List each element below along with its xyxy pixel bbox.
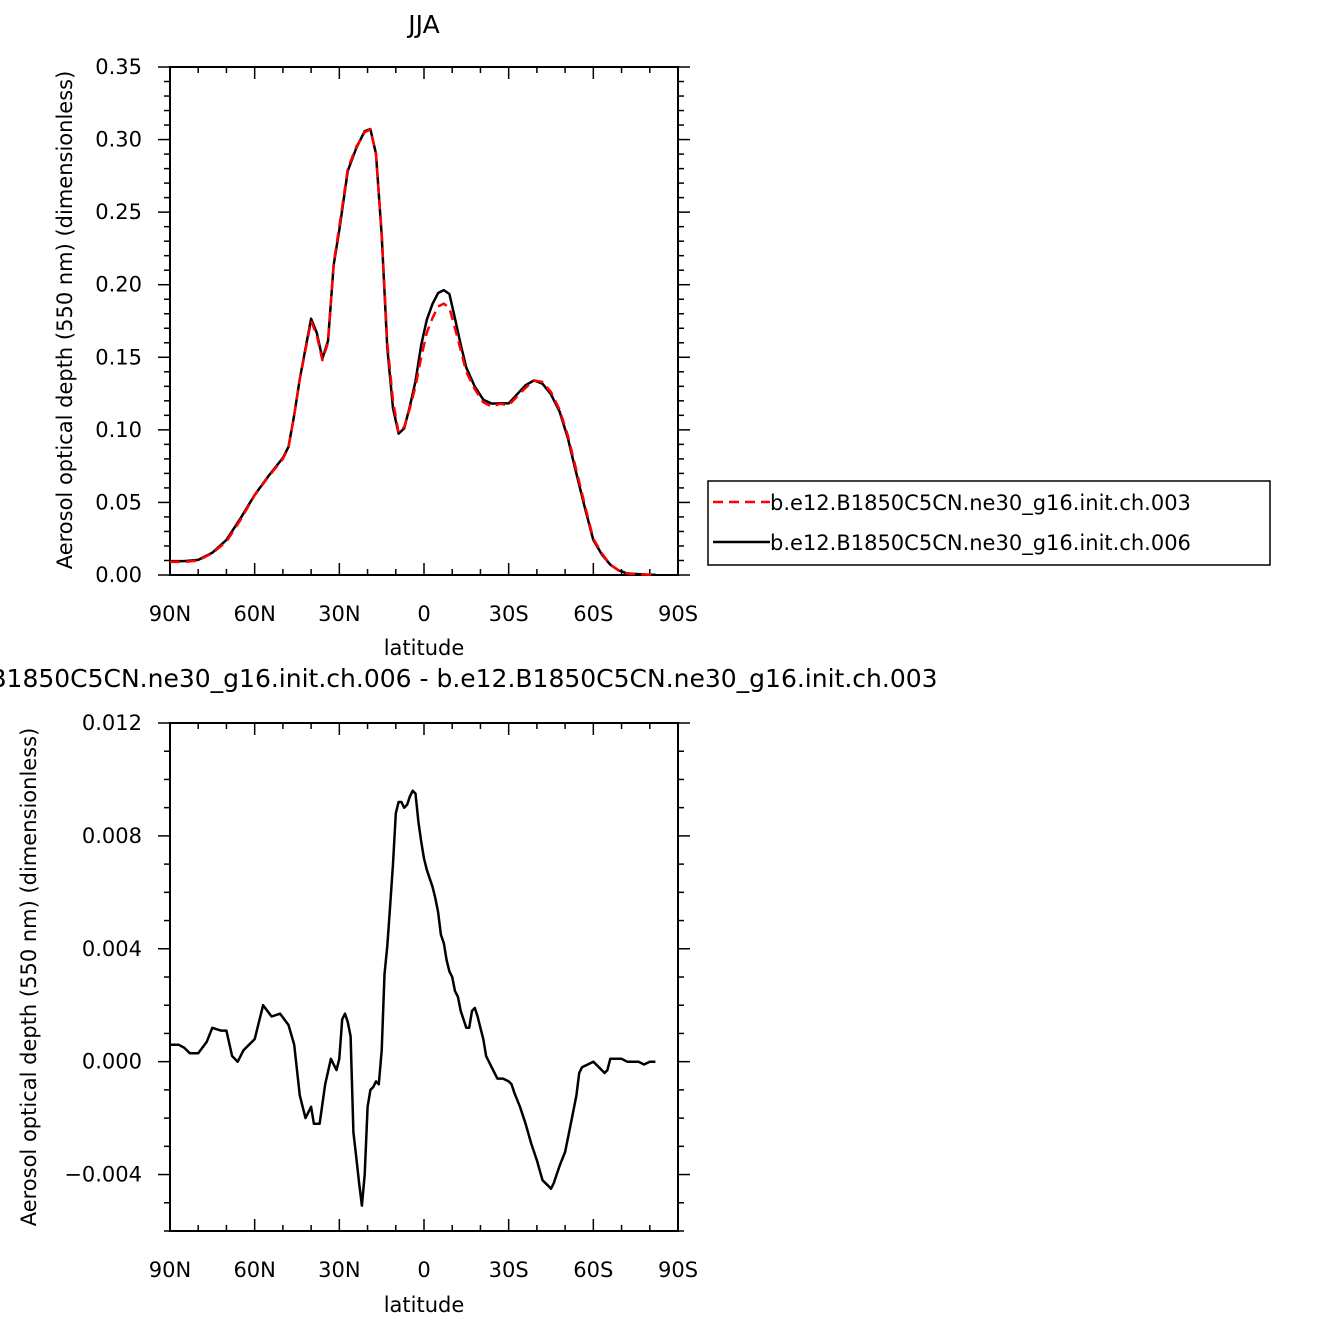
y-tick-label: −0.004 — [64, 1163, 142, 1187]
bottom-plot-area: 90N 60N 30N 0 30S 60S 90S −0.004 0.000 0.004 0.008… — [64, 711, 698, 1282]
x-tick-label: 30N — [318, 602, 360, 626]
y-tick-label: 0.25 — [95, 200, 142, 224]
top-panel-title: JJA — [406, 10, 439, 39]
bottom-y-axis-label: Aerosol optical depth (550 nm) (dimensio… — [17, 728, 41, 1227]
bottom-panel: b.e12.B1850C5CN.ne30_g16.init.ch.006 - b… — [0, 664, 938, 1317]
plot-frame — [169, 722, 679, 1232]
y-tick-label: 0.008 — [82, 824, 142, 848]
y-tick-label: 0.000 — [82, 1050, 142, 1074]
y-tick-label: 0.00 — [95, 563, 142, 587]
top-x-axis-label: latitude — [384, 636, 465, 660]
x-tick-label: 90S — [658, 602, 698, 626]
y-tick-label: 0.10 — [95, 418, 142, 442]
top-panel: JJA 90N 60N 30N 0 30S 60S 90S 0.00 0.05 0.10 0.15 0… — [53, 10, 698, 660]
x-tick-label: 60N — [233, 1258, 275, 1282]
y-tick-label: 0.004 — [82, 937, 142, 961]
bottom-panel-title: b.e12.B1850C5CN.ne30_g16.init.ch.006 - b… — [0, 664, 938, 693]
x-tick-label: 90N — [149, 1258, 191, 1282]
x-tick-label: 90S — [658, 1258, 698, 1282]
x-tick-label: 30S — [489, 1258, 529, 1282]
top-plot-area: 90N 60N 30N 0 30S 60S 90S 0.00 0.05 0.10 0.15 0.20 0… — [95, 55, 698, 626]
x-tick-label: 60S — [573, 1258, 613, 1282]
x-tick-label: 60S — [573, 602, 613, 626]
legend-box — [707, 480, 1271, 566]
x-tick-label: 0 — [417, 1258, 430, 1282]
legend: b.e12.B1850C5CN.ne30_g16.init.ch.003 b.e… — [707, 480, 1271, 566]
legend-label-series-2: b.e12.B1850C5CN.ne30_g16.init.ch.006 — [770, 531, 1191, 556]
series-line-1 — [170, 128, 656, 576]
series-line-2 — [170, 127, 656, 576]
x-tick-label: 0 — [417, 602, 430, 626]
x-tick-label: 60N — [233, 602, 275, 626]
legend-label-series-1: b.e12.B1850C5CN.ne30_g16.init.ch.003 — [770, 491, 1191, 516]
y-tick-label: 0.30 — [95, 128, 142, 152]
top-y-axis-label: Aerosol optical depth (550 nm) (dimensio… — [53, 71, 77, 570]
y-tick-label: 0.05 — [95, 490, 142, 514]
y-tick-label: 0.012 — [82, 711, 142, 735]
x-tick-label: 30N — [318, 1258, 360, 1282]
y-tick-label: 0.15 — [95, 345, 142, 369]
y-tick-label: 0.20 — [95, 273, 142, 297]
y-tick-label: 0.35 — [95, 55, 142, 79]
x-tick-label: 90N — [149, 602, 191, 626]
x-tick-label: 30S — [489, 602, 529, 626]
bottom-x-axis-label: latitude — [384, 1293, 465, 1317]
plot-frame — [169, 66, 679, 576]
series-line-1 — [170, 789, 656, 1207]
